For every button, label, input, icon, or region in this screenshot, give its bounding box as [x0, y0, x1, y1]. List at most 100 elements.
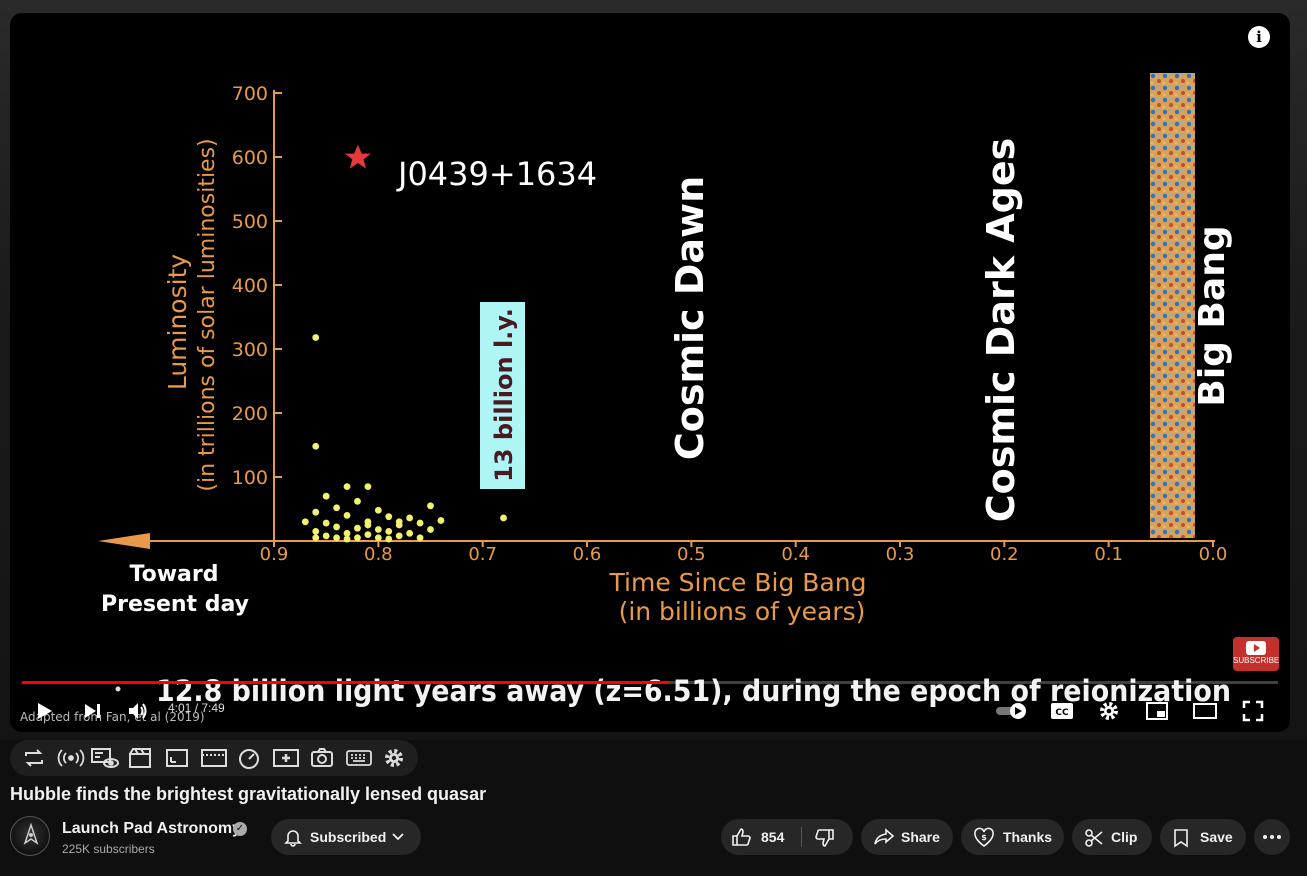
volume-icon[interactable]: [124, 697, 152, 725]
extension-toolbar: [10, 740, 418, 776]
info-icon[interactable]: i: [1248, 26, 1270, 48]
cmb-strip: [1150, 73, 1195, 538]
theater-icon[interactable]: [1191, 697, 1219, 725]
data-point: [406, 514, 414, 522]
caption-bullet: [115, 686, 121, 692]
miniplayer-icon[interactable]: [1143, 697, 1171, 725]
play-icon[interactable]: [30, 697, 58, 725]
data-point: [364, 521, 372, 529]
thumbs-up-icon[interactable]: [731, 827, 753, 847]
subscribed-label: Subscribed: [310, 829, 387, 845]
data-point: [312, 442, 320, 450]
x-tick-label: 0.1: [1094, 544, 1123, 565]
y-tick-label: 200: [232, 403, 268, 425]
toward-label: Toward: [130, 562, 219, 587]
speed-gauge-icon[interactable]: [237, 746, 261, 770]
like-count[interactable]: 854: [761, 829, 785, 845]
aspect-ratio-icon[interactable]: [165, 746, 189, 770]
time-total: 7:49: [201, 701, 225, 715]
screen-watch-icon[interactable]: [90, 746, 120, 770]
share-label: Share: [901, 829, 940, 845]
data-point: [416, 519, 424, 527]
broadcast-icon[interactable]: [57, 746, 85, 770]
data-point: [354, 524, 361, 532]
player-controls: 4:01 / 7:49 CC: [10, 693, 1290, 729]
data-point: [322, 532, 330, 540]
data-point: [333, 523, 340, 531]
cc-icon-text: CC: [1055, 708, 1069, 718]
save-button[interactable]: Save: [1160, 819, 1246, 855]
subscriber-count: 225K subscribers: [62, 842, 155, 856]
clip-label: Clip: [1111, 829, 1138, 845]
bell-icon: [284, 830, 302, 847]
verified-check-icon: ✓: [233, 822, 247, 836]
like-divider: [801, 827, 802, 847]
y-tick-label: 600: [232, 147, 268, 169]
x-tick-label: 0.7: [468, 544, 497, 565]
cc-icon[interactable]: CC: [1048, 697, 1076, 725]
toward-arrow: [98, 533, 150, 549]
frame-dotted-icon[interactable]: [200, 746, 228, 770]
channel-avatar[interactable]: [10, 816, 50, 856]
thanks-label: Thanks: [1003, 829, 1053, 845]
y-tick-label: 700: [232, 83, 268, 105]
video-title: Hubble finds the brightest gravitational…: [10, 784, 487, 804]
clip-button[interactable]: Clip: [1072, 819, 1152, 855]
more-horizontal-icon: [1263, 835, 1281, 839]
next-icon[interactable]: [78, 697, 106, 725]
data-point: [312, 508, 320, 516]
data-point: [301, 518, 309, 526]
channel-name[interactable]: Launch Pad Astronomy: [62, 820, 241, 837]
data-point: [427, 526, 434, 533]
fullscreen-icon[interactable]: [1239, 697, 1267, 725]
thanks-button[interactable]: $ Thanks: [961, 819, 1064, 855]
data-point: [322, 519, 330, 527]
progress-bar[interactable]: [22, 681, 1278, 684]
svg-text:$: $: [981, 833, 987, 842]
data-point: [395, 518, 403, 526]
more-actions-button[interactable]: [1254, 819, 1290, 855]
present-day-label: Present day: [101, 592, 249, 617]
x-tick-label: 0.9: [260, 544, 289, 565]
video-caption: 12.8 billion light years away (z=6.51), …: [156, 674, 1231, 708]
data-point: [343, 535, 351, 543]
time-display: 4:01 / 7:49: [168, 701, 225, 715]
x-tick-label: 0.3: [886, 544, 915, 565]
share-arrow-icon: [874, 828, 895, 845]
x-tick-label: 0.6: [573, 544, 602, 565]
y-tick-label: 400: [232, 275, 268, 297]
star-label: J0439+1634: [396, 155, 597, 193]
progress-played: [22, 681, 669, 684]
autoplay-toggle-icon[interactable]: [992, 697, 1032, 725]
gear-icon[interactable]: [1095, 697, 1123, 725]
thumbs-down-icon[interactable]: [813, 828, 835, 848]
subscribe-watermark[interactable]: SUBSCRIBE: [1233, 637, 1279, 671]
data-point: [354, 534, 361, 542]
x-tick-label: 0.2: [990, 544, 1019, 565]
distance-badge-bg: [480, 302, 525, 489]
clapperboard-icon[interactable]: [128, 746, 152, 770]
data-point: [312, 334, 320, 341]
y-axis-label: Luminosity: [163, 254, 192, 391]
x-tick-label: 0.8: [364, 544, 393, 565]
data-point: [364, 531, 372, 538]
data-point: [333, 534, 340, 542]
rocket-logo-icon: [23, 822, 39, 845]
share-button[interactable]: Share: [861, 819, 953, 855]
x-axis-label: Time Since Big Bang: [609, 568, 867, 597]
video-player[interactable]: 100 200 300 400 500 600 700 0.9 0.8 0.7 0.6 0.5 0.4…: [10, 13, 1290, 732]
y-tick-label: 100: [232, 467, 268, 489]
sparkle-screen-icon[interactable]: [272, 746, 300, 770]
subscribed-button[interactable]: Subscribed: [271, 819, 421, 855]
camera-icon[interactable]: [310, 746, 334, 770]
x-tick-label: 0.0: [1199, 544, 1228, 565]
data-point: [354, 497, 361, 505]
y-axis-sublabel: (in trillions of solar luminosities): [195, 138, 220, 491]
data-point: [437, 517, 445, 524]
gear-icon[interactable]: [382, 746, 406, 770]
loop-icon[interactable]: [22, 746, 46, 770]
time-current: 4:01: [168, 701, 192, 715]
quasar-star-icon: [344, 144, 371, 169]
cosmic-dark-ages-label: Cosmic Dark Ages: [979, 138, 1023, 522]
keyboard-icon[interactable]: [345, 746, 373, 770]
